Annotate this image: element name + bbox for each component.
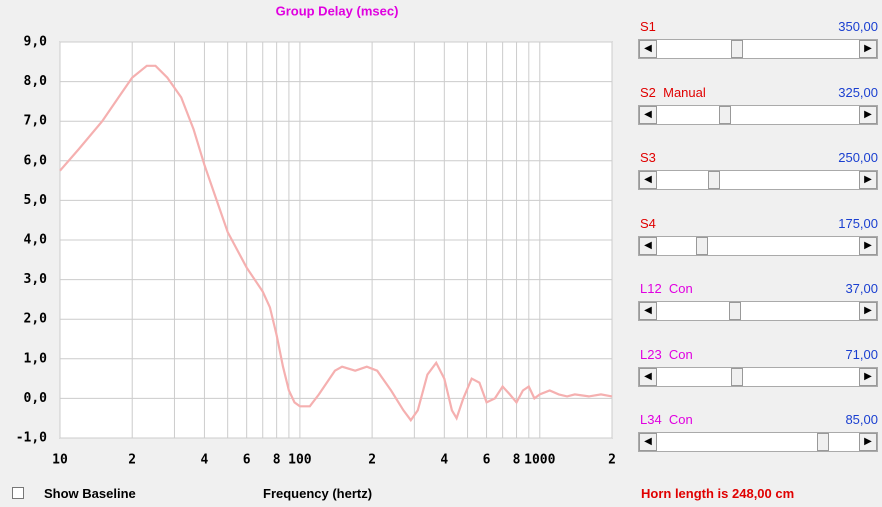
y-tick-label: 1,0 (24, 351, 48, 366)
slider-value: 250,00 (838, 150, 878, 165)
y-tick-label: 7,0 (24, 114, 48, 129)
scroll-right[interactable]: ▶ (859, 367, 877, 386)
y-tick-label: 2,0 (24, 312, 48, 327)
slider: L34 Con 85,00 ◀ ▶ (638, 412, 880, 472)
slider-value: 325,00 (838, 84, 878, 100)
scrollbar[interactable]: ◀ ▶ (638, 104, 878, 125)
slider-value: 85,00 (845, 412, 878, 427)
y-tick-label: 5,0 (24, 193, 48, 208)
y-tick-label: -1,0 (16, 431, 47, 446)
slider-label: S2 Manual (640, 84, 706, 100)
y-tick-label: 9,0 (24, 35, 48, 50)
checkbox-label[interactable]: Show Baseline (44, 486, 136, 501)
scroll-thumb[interactable] (817, 433, 829, 451)
x-tick-label: 6 (243, 453, 251, 468)
y-tick-label: 4,0 (24, 233, 48, 248)
scroll-thumb[interactable] (731, 367, 743, 386)
scroll-right[interactable]: ▶ (859, 171, 877, 189)
scrollbar[interactable]: ◀ ▶ (638, 366, 878, 387)
scroll-left[interactable]: ◀ (639, 433, 657, 451)
scroll-right[interactable]: ▶ (859, 302, 877, 320)
scroll-left[interactable]: ◀ (639, 105, 657, 124)
slider-value: 175,00 (838, 215, 878, 231)
slider: L23 Con 71,00 ◀ ▶ (638, 347, 880, 407)
x-tick-label: 1000 (524, 453, 555, 468)
scrollbar[interactable]: ◀ ▶ (638, 39, 878, 59)
slider-label: L23 Con (640, 346, 693, 362)
scroll-thumb[interactable] (708, 171, 720, 189)
slider: S3 250,00 ◀ ▶ (638, 150, 880, 210)
y-tick-label: 6,0 (24, 153, 48, 168)
scroll-right[interactable]: ▶ (859, 40, 877, 58)
slider-value: 350,00 (838, 19, 878, 34)
x-tick-label: 8 (513, 453, 521, 468)
x-tick-label: 10 (52, 453, 68, 468)
scroll-left[interactable]: ◀ (639, 302, 657, 320)
scrollbar[interactable]: ◀ ▶ (638, 301, 878, 321)
scrollbar[interactable]: ◀ ▶ (638, 170, 878, 190)
slider-value: 37,00 (845, 281, 878, 296)
chart-title: Group Delay (msec) (276, 3, 399, 18)
x-tick-label: 4 (201, 453, 209, 468)
y-tick-label: 8,0 (24, 74, 48, 89)
x-tick-label: 2 (128, 453, 136, 468)
scroll-thumb[interactable] (731, 40, 743, 58)
scroll-thumb[interactable] (719, 105, 731, 124)
slider-value: 71,00 (845, 346, 878, 362)
scroll-left[interactable]: ◀ (639, 171, 657, 189)
x-tick-label: 2 (608, 453, 616, 468)
slider: S1 350,00 ◀ ▶ (638, 19, 880, 79)
line-series (59, 64, 613, 423)
scroll-left[interactable]: ◀ (639, 40, 657, 58)
y-tick-label: 3,0 (24, 272, 48, 287)
x-tick-label: 8 (273, 453, 281, 468)
x-tick-label: 6 (483, 453, 491, 468)
scroll-right[interactable]: ▶ (859, 433, 877, 451)
x-tick-label: 4 (440, 453, 448, 468)
slider-label: S4 (640, 215, 656, 231)
scroll-left[interactable]: ◀ (639, 367, 657, 386)
scroll-right[interactable]: ▶ (859, 105, 877, 124)
x-tick-label: 2 (368, 453, 376, 468)
slider: S4 175,00 ◀ ▶ (638, 216, 880, 276)
checkbox[interactable] (12, 487, 24, 499)
slider: S2 Manual 325,00 ◀ ▶ (638, 85, 880, 145)
scroll-thumb[interactable] (729, 302, 741, 320)
chart: Group Delay (msec) 10 2 4 6 8 100 2 4 6 8 1000 2-1,… (16, 3, 616, 468)
x-axis-label: Frequency (hertz) (263, 486, 373, 501)
slider-label: S3 (640, 150, 656, 165)
y-tick-label: 0,0 (24, 391, 48, 406)
slider-label: L12 Con (640, 281, 693, 296)
scroll-thumb[interactable] (696, 236, 708, 255)
slider-label: L34 Con (640, 412, 693, 427)
scroll-left[interactable]: ◀ (639, 236, 657, 255)
status-text: Horn length is 248,00 cm (641, 486, 795, 501)
x-tick-label: 100 (288, 453, 312, 468)
scroll-right[interactable]: ▶ (859, 236, 877, 255)
slider-label: S1 (640, 19, 656, 34)
slider: L12 Con 37,00 ◀ ▶ (638, 281, 880, 341)
scrollbar[interactable]: ◀ ▶ (638, 432, 878, 452)
scrollbar[interactable]: ◀ ▶ (638, 235, 878, 256)
